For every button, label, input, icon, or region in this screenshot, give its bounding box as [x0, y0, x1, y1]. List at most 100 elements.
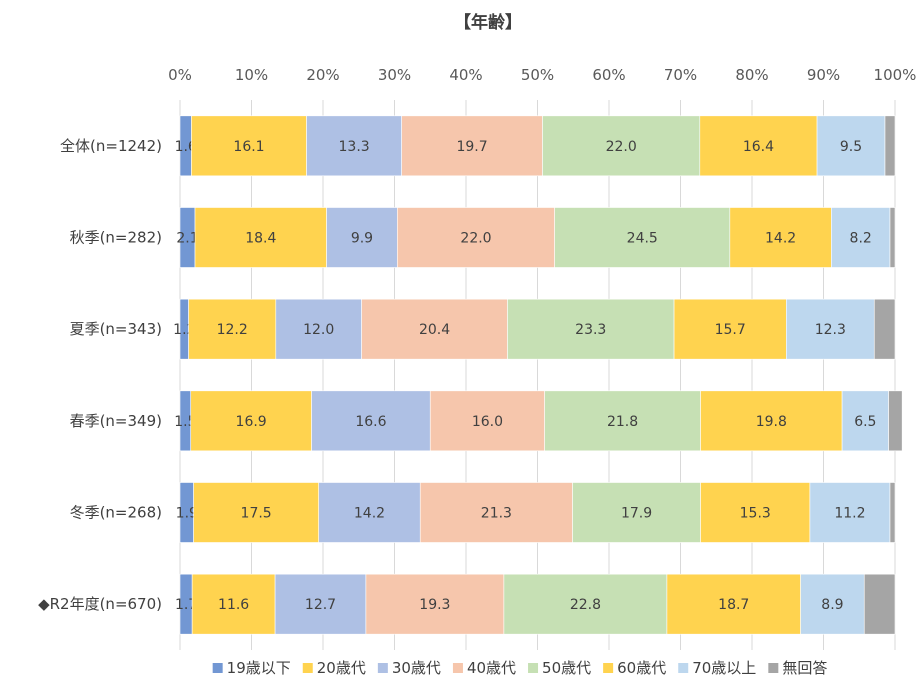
bar-segment [311, 390, 431, 452]
x-axis-ticks: 0% 10% 20% 30% 40% 50% 60% 70% 80% 90% 100% [168, 66, 916, 84]
category-label: ◆R2年度(n=670) [38, 595, 162, 613]
bar-segment [572, 482, 701, 543]
data-label: 16.0 [472, 414, 503, 430]
data-label: 8.9 [821, 597, 843, 613]
bar-segment [841, 390, 889, 452]
legend-label: 20歳代 [317, 659, 366, 677]
bar-segment [419, 482, 573, 543]
x-tick-label: 100% [874, 66, 917, 84]
bar-segment [361, 298, 508, 360]
bar-segment [729, 207, 832, 268]
bar-segment [700, 482, 811, 543]
category-label: 冬季(n=268) [70, 504, 162, 522]
legend-label: 70歳以上 [692, 659, 756, 677]
x-tick-label: 0% [168, 66, 192, 84]
bar-segment [275, 298, 362, 360]
data-label: 13.3 [339, 139, 370, 155]
bar-segment [365, 573, 505, 635]
x-tick-label: 40% [449, 66, 482, 84]
legend-swatch [302, 663, 313, 673]
legend-label: 50歳代 [542, 659, 591, 677]
data-label: 14.2 [765, 231, 796, 247]
legend-label: 無回答 [782, 659, 827, 677]
bar-segment [401, 115, 543, 177]
bar-segment [429, 390, 545, 452]
bar-segment [699, 115, 818, 177]
bar-segment [889, 482, 896, 543]
data-label: 12.7 [305, 597, 336, 613]
data-label: 18.4 [245, 231, 276, 247]
x-tick-label: 60% [592, 66, 625, 84]
data-label: 16.9 [236, 414, 267, 430]
bar-segment [194, 207, 327, 268]
bar-segment [191, 115, 307, 177]
data-label: 21.8 [607, 414, 638, 430]
legend-swatch [768, 663, 779, 673]
bar-segment [188, 298, 277, 360]
bar-segment [673, 298, 787, 360]
legend: 19歳以下 20歳代 30歳代 40歳代 50歳代 60歳代 70歳以上 無回答 [212, 659, 827, 677]
bar-segment [326, 207, 398, 268]
x-tick-label: 80% [735, 66, 768, 84]
data-label: 15.7 [715, 322, 746, 338]
bar-segment [542, 115, 701, 177]
data-label: 22.8 [570, 597, 601, 613]
data-label: 16.1 [233, 139, 264, 155]
data-label: 8.2 [850, 231, 872, 247]
data-label: 1.7 [175, 597, 197, 613]
bar-segment [800, 573, 865, 635]
data-label: 21.3 [481, 506, 512, 522]
category-label: 春季(n=349) [70, 412, 162, 430]
bar-segment [503, 573, 668, 635]
bar-segment [809, 482, 891, 543]
data-label: 24.5 [627, 231, 658, 247]
x-tick-label: 10% [235, 66, 268, 84]
bar-segment [831, 207, 891, 268]
legend-swatch [528, 663, 539, 673]
bar-segment [888, 390, 903, 452]
legend-swatch [212, 663, 223, 673]
bar-segment [863, 573, 896, 635]
bar-segment [397, 207, 555, 268]
data-label: 14.2 [354, 506, 385, 522]
bar-segment [318, 482, 421, 543]
bar-segment [190, 390, 312, 452]
legend-label: 60歳代 [617, 659, 666, 677]
data-label: 19.7 [456, 139, 487, 155]
bar-segment [306, 115, 402, 177]
category-labels: 全体(n=1242) 秋季(n=282) 夏季(n=343) 春季(n=349) 冬季(… [38, 137, 162, 613]
data-label: 22.0 [460, 231, 491, 247]
data-label: 16.4 [743, 139, 774, 155]
data-label: 23.3 [575, 322, 606, 338]
bar-segment [700, 390, 843, 452]
bar-segment [786, 298, 875, 360]
data-label: 11.6 [218, 597, 249, 613]
bar-segment [191, 573, 276, 635]
bar-segment [544, 390, 701, 452]
x-tick-label: 70% [664, 66, 697, 84]
bar-segment [507, 298, 675, 360]
x-tick-label: 20% [306, 66, 339, 84]
bar-segment [274, 573, 367, 635]
data-label: 12.2 [217, 322, 248, 338]
data-label: 12.0 [303, 322, 334, 338]
data-label: 20.4 [419, 322, 450, 338]
data-label: 19.3 [419, 597, 450, 613]
data-label: 9.5 [840, 139, 862, 155]
data-label: 17.5 [241, 506, 272, 522]
data-label: 1.9 [176, 506, 198, 522]
data-label: 2.1 [176, 231, 198, 247]
legend-swatch [678, 663, 689, 673]
legend-label: 19歳以下 [227, 659, 291, 677]
data-label: 6.5 [854, 414, 876, 430]
bar-segment [889, 207, 896, 268]
chart-title: 【年齢】 [454, 12, 522, 33]
data-label: 22.0 [606, 139, 637, 155]
category-label: 夏季(n=343) [70, 320, 162, 338]
bar-segment [193, 482, 320, 543]
data-label: 17.9 [621, 506, 652, 522]
bar-segment [884, 115, 896, 177]
data-label: 16.6 [355, 414, 386, 430]
legend-swatch [377, 663, 388, 673]
